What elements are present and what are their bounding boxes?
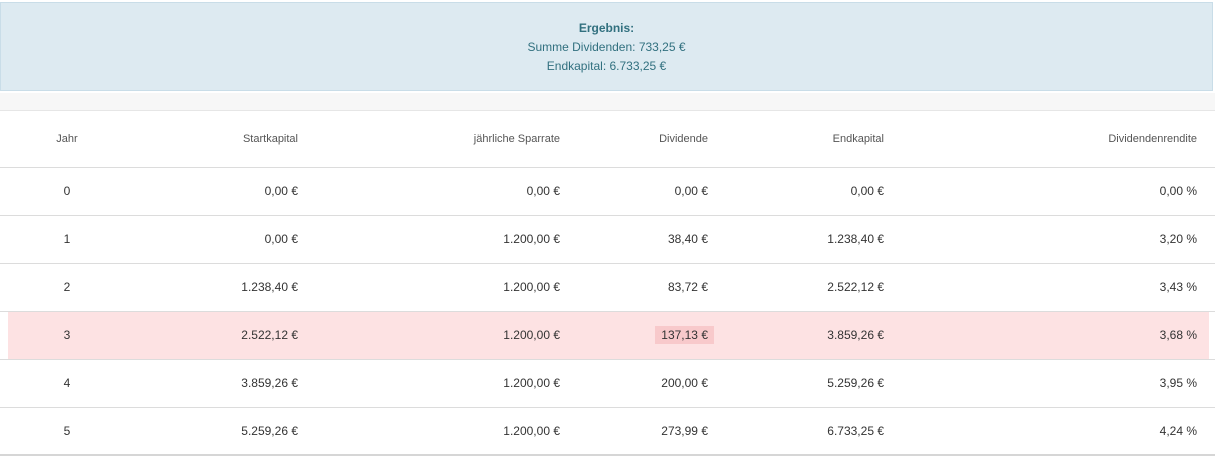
cell-year: 3 xyxy=(0,311,134,360)
cell-year: 5 xyxy=(0,407,134,456)
cell-dividend-yield: 3,20 % xyxy=(886,215,1215,264)
end-capital-text: Endkapital: 6.733,25 € xyxy=(546,59,667,73)
cell-year: 4 xyxy=(0,359,134,408)
header-dividend: Dividende xyxy=(562,112,710,168)
cell-start-capital: 0,00 € xyxy=(134,167,300,216)
result-title: Ergebnis: xyxy=(578,21,635,35)
cell-dividend: 200,00 € xyxy=(562,359,710,408)
cell-dividend-yield: 3,68 % xyxy=(886,311,1215,360)
cell-dividend-yield: 0,00 % xyxy=(886,167,1215,216)
cell-dividend: 83,72 € xyxy=(562,263,710,312)
cell-dividend-yield: 3,43 % xyxy=(886,263,1215,312)
cell-end-capital: 5.259,26 € xyxy=(710,359,886,408)
cell-annual-savings: 1.200,00 € xyxy=(300,359,562,408)
highlighted-dividend-value: 137,13 € xyxy=(655,326,714,344)
cell-dividend-yield: 4,24 % xyxy=(886,407,1215,456)
header-start-capital: Startkapital xyxy=(134,112,300,168)
cell-year: 1 xyxy=(0,215,134,264)
cell-dividend: 137,13 € xyxy=(562,311,714,360)
section-divider xyxy=(0,93,1215,111)
cell-annual-savings: 0,00 € xyxy=(300,167,562,216)
table-row: 4 3.859,26 € 1.200,00 € 200,00 € 5.259,2… xyxy=(0,359,1215,408)
cell-dividend: 38,40 € xyxy=(562,215,710,264)
cell-start-capital: 1.238,40 € xyxy=(134,263,300,312)
results-table: Jahr Startkapital jährliche Sparrate Div… xyxy=(0,112,1215,456)
cell-annual-savings: 1.200,00 € xyxy=(300,215,562,264)
cell-end-capital: 6.733,25 € xyxy=(710,407,886,456)
cell-year: 0 xyxy=(0,167,134,216)
cell-start-capital: 5.259,26 € xyxy=(134,407,300,456)
cell-dividend: 0,00 € xyxy=(562,167,710,216)
cell-start-capital: 2.522,12 € xyxy=(134,311,300,360)
header-year: Jahr xyxy=(0,112,134,168)
table-header-row: Jahr Startkapital jährliche Sparrate Div… xyxy=(0,112,1215,168)
sum-dividends-text: Summe Dividenden: 733,25 € xyxy=(527,40,686,54)
cell-year: 2 xyxy=(0,263,134,312)
cell-start-capital: 3.859,26 € xyxy=(134,359,300,408)
table-row: 2 1.238,40 € 1.200,00 € 83,72 € 2.522,12… xyxy=(0,263,1215,312)
result-summary-box: Ergebnis: Summe Dividenden: 733,25 € End… xyxy=(0,2,1213,91)
cell-dividend: 273,99 € xyxy=(562,407,710,456)
cell-end-capital: 2.522,12 € xyxy=(710,263,886,312)
cell-end-capital: 3.859,26 € xyxy=(710,311,886,360)
table-row-highlighted: 3 2.522,12 € 1.200,00 € 137,13 € 3.859,2… xyxy=(0,311,1215,360)
cell-end-capital: 0,00 € xyxy=(710,167,886,216)
table-row: 1 0,00 € 1.200,00 € 38,40 € 1.238,40 € 3… xyxy=(0,215,1215,264)
cell-annual-savings: 1.200,00 € xyxy=(300,263,562,312)
header-end-capital: Endkapital xyxy=(710,112,886,168)
cell-end-capital: 1.238,40 € xyxy=(710,215,886,264)
table-row: 0 0,00 € 0,00 € 0,00 € 0,00 € 0,00 % xyxy=(0,167,1215,216)
table-row: 5 5.259,26 € 1.200,00 € 273,99 € 6.733,2… xyxy=(0,407,1215,456)
cell-annual-savings: 1.200,00 € xyxy=(300,407,562,456)
cell-annual-savings: 1.200,00 € xyxy=(300,311,562,360)
cell-dividend-yield: 3,95 % xyxy=(886,359,1215,408)
header-annual-savings: jährliche Sparrate xyxy=(300,112,562,168)
header-dividend-yield: Dividendenrendite xyxy=(886,112,1215,168)
cell-start-capital: 0,00 € xyxy=(134,215,300,264)
